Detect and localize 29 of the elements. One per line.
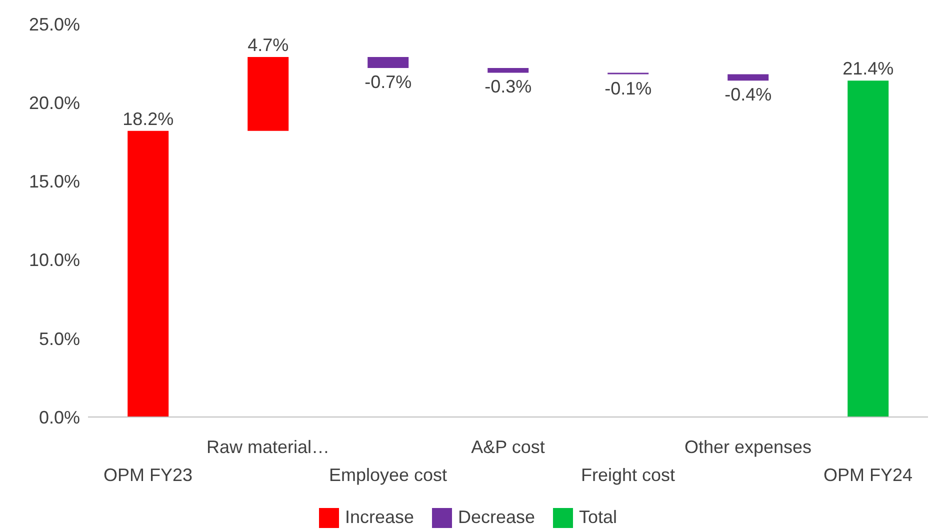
text: 4.7%: [248, 35, 289, 56]
x-tick-label: Employee cost: [328, 465, 448, 485]
x-tick-label: Freight cost: [580, 465, 676, 485]
y-tick-label: 25.0%: [28, 14, 80, 34]
x-tick-label: A&P cost: [471, 437, 545, 457]
bar: [368, 57, 409, 68]
bar: [728, 74, 769, 81]
y-tick-label: 15.0%: [28, 172, 80, 192]
text: -0.1%: [604, 78, 652, 98]
x-tick-label: Raw material…: [206, 437, 330, 457]
text: -0.4%: [724, 84, 772, 105]
legend-label: Decrease: [456, 507, 536, 528]
legend-label: Increase: [344, 507, 414, 528]
y-tick-label: 0.0%: [38, 407, 80, 428]
text: -0.7%: [364, 72, 412, 92]
y-tick-label: 10.0%: [28, 250, 80, 270]
bar: [248, 57, 289, 131]
x-tick-label: OPM FY23: [103, 465, 193, 485]
x-tick-label: OPM FY24: [823, 465, 913, 485]
y-tick-label: 20.0%: [28, 92, 80, 113]
text: 21.4%: [842, 58, 894, 79]
y-tick-label: 5.0%: [38, 328, 80, 349]
bar: [488, 68, 529, 73]
text: 18.2%: [122, 108, 174, 129]
text: -0.3%: [484, 76, 532, 97]
bar: [128, 130, 169, 417]
bar: [848, 80, 889, 417]
x-tick-label: Other expenses: [684, 437, 812, 457]
legend-label: Total: [578, 507, 618, 528]
